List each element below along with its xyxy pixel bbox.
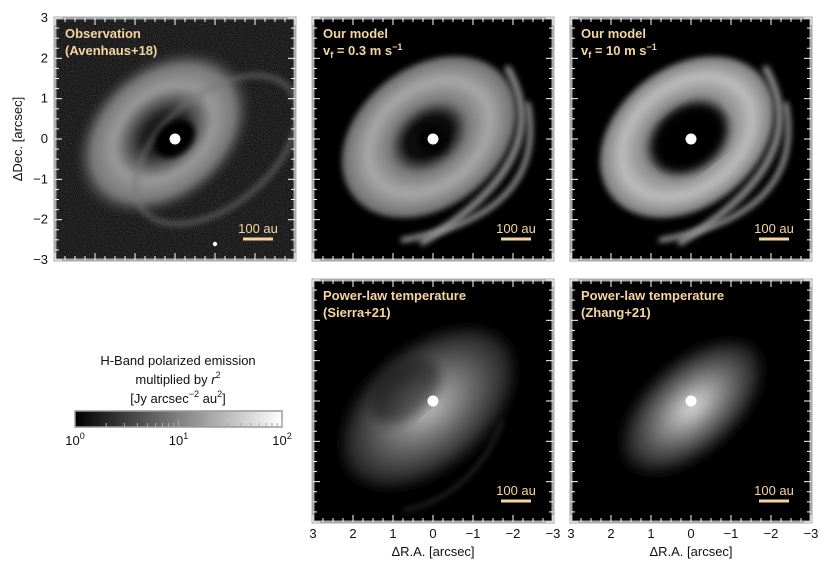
- panel-powerlaw_zhang: Power-law temperature (Zhang+21) 100 au 3 2 1…: [567, 278, 819, 541]
- outer-ring-2: [658, 101, 791, 243]
- x-tick-label: −3: [546, 526, 561, 541]
- panel-model_vf_10: Our model vf = 10 m s−1 100 au: [569, 16, 813, 262]
- x-tick-label: −3: [804, 526, 819, 541]
- y-tick-label: −1: [33, 171, 48, 186]
- colorbar-tick-label: 102: [272, 431, 291, 448]
- scalebar-label: 100 au: [496, 483, 536, 498]
- x-tick-label: 3: [567, 526, 574, 541]
- x-tick-label: 3: [309, 526, 316, 541]
- x-tick-label: −2: [506, 526, 521, 541]
- star-marker: [427, 133, 439, 145]
- x-tick-label: 1: [647, 526, 654, 541]
- y-tick-label: 3: [41, 10, 48, 25]
- outer-ring-1: [419, 65, 525, 246]
- x-tick-label: 1: [389, 526, 396, 541]
- panel-label: Our model vf = 10 m s−1: [581, 26, 657, 60]
- powerlaw-disk: [342, 328, 514, 487]
- scalebar-label: 100 au: [238, 221, 278, 236]
- panel-label: Our model vf = 0.3 m s−1: [323, 26, 402, 60]
- background-star: [212, 241, 218, 247]
- panel-model_vf_03: Our model vf = 0.3 m s−1 100 au: [311, 16, 555, 262]
- star-marker: [685, 395, 697, 407]
- panel-label: Power-law temperature (Zhang+21): [581, 288, 724, 320]
- panel-observation: Observation (Avenhaus+18) 100 au 3 2 1 0 −1 −2 −3: [33, 10, 297, 267]
- panel-powerlaw_sierra: Power-law temperature (Sierra+21) 100 au 3 2…: [309, 278, 561, 541]
- colorbar-title-line3: [Jy arcsec−2 au2]: [130, 389, 226, 406]
- star-marker: [427, 395, 439, 407]
- y-tick-label: 2: [41, 50, 48, 65]
- powerlaw-disk: [622, 340, 763, 473]
- x-axis-label-left: ΔR.A. [arcsec]: [391, 544, 474, 559]
- scalebar-label: 100 au: [754, 483, 794, 498]
- observation-outer-ring: [132, 72, 295, 227]
- x-tick-label: −1: [724, 526, 739, 541]
- x-tick-label: 2: [607, 526, 614, 541]
- y-tick-label: −2: [33, 212, 48, 227]
- outer-ring-2: [400, 101, 533, 243]
- outer-ring-1: [677, 65, 783, 246]
- star-marker: [169, 133, 181, 145]
- scalebar-label: 100 au: [496, 221, 536, 236]
- colorbar-tick-label: 101: [169, 431, 188, 448]
- colorbar: H-Band polarized emission multiplied by …: [65, 353, 291, 448]
- panel-label: Observation (Avenhaus+18): [65, 26, 157, 58]
- x-axis-label-right: ΔR.A. [arcsec]: [649, 544, 732, 559]
- colorbar-title-line1: H-Band polarized emission: [100, 353, 255, 368]
- x-tick-label: −2: [764, 526, 779, 541]
- colorbar-tick-label: 100: [65, 431, 84, 448]
- panel-label: Power-law temperature (Sierra+21): [323, 288, 466, 320]
- x-tick-label: −1: [466, 526, 481, 541]
- x-tick-label: 0: [687, 526, 694, 541]
- scalebar-label: 100 au: [754, 221, 794, 236]
- y-tick-label: 0: [41, 131, 48, 146]
- x-tick-label: 0: [429, 526, 436, 541]
- x-tick-label: 2: [349, 526, 356, 541]
- y-axis-label: ΔDec. [arcsec]: [10, 97, 25, 182]
- y-tick-label: −3: [33, 252, 48, 267]
- colorbar-title-line2: multiplied by r2: [135, 370, 220, 387]
- faint-ring: [402, 420, 504, 512]
- star-marker: [685, 133, 697, 145]
- y-tick-label: 1: [41, 91, 48, 106]
